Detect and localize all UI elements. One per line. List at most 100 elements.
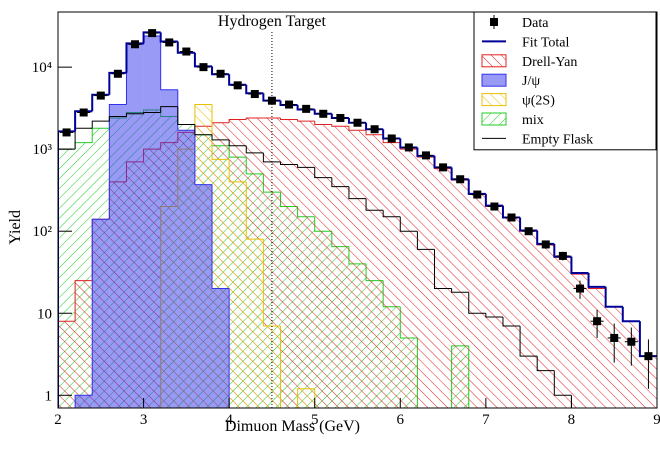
- data-point: [404, 143, 413, 152]
- bin-outline: [143, 111, 161, 114]
- data-point: [182, 47, 191, 56]
- bin: [485, 206, 503, 408]
- bin: [417, 157, 435, 408]
- legend-symbol: [490, 18, 498, 26]
- x-tick-label: 3: [140, 412, 148, 428]
- bin-outline: [245, 181, 264, 240]
- bin: [109, 104, 127, 408]
- legend-label: Data: [522, 16, 549, 31]
- bin: [229, 181, 247, 408]
- bin-outline: [365, 130, 384, 136]
- x-tick-label: 2: [54, 412, 62, 428]
- bin-outline: [228, 288, 230, 408]
- data-point: [319, 109, 328, 118]
- bin-outline: [279, 117, 298, 121]
- bin: [143, 35, 161, 408]
- bin-outline: [587, 272, 606, 288]
- bin-outline: [399, 216, 418, 232]
- bin-outline: [570, 256, 589, 274]
- bin: [571, 274, 589, 408]
- data-point: [456, 175, 465, 184]
- data-point: [336, 113, 345, 122]
- y-axis-label: Yield: [7, 210, 24, 245]
- x-tick-label: 9: [653, 412, 660, 428]
- bin: [263, 325, 281, 408]
- bin-outline: [331, 124, 349, 127]
- bin: [246, 239, 264, 408]
- bin: [194, 184, 213, 408]
- legend-label: ψ(2S): [522, 94, 555, 109]
- bin-outline: [348, 126, 367, 131]
- data-point: [439, 163, 448, 172]
- legend-label: mix: [522, 113, 544, 128]
- bin-outline: [160, 35, 178, 91]
- data-point: [79, 108, 88, 117]
- bin: [520, 231, 538, 408]
- bin: [160, 89, 178, 408]
- bin-outline: [485, 313, 503, 318]
- bin-outline: [416, 231, 435, 250]
- bin-outline: [108, 116, 127, 122]
- bin: [588, 288, 606, 408]
- data-point: [490, 202, 499, 211]
- bin: [126, 44, 144, 408]
- data-point: [285, 100, 294, 109]
- bin-outline: [74, 280, 93, 322]
- bin-outline: [74, 394, 93, 408]
- bin: [468, 194, 486, 408]
- x-tick-label: 7: [482, 412, 490, 428]
- data-point: [148, 29, 157, 38]
- data-point: [113, 69, 122, 78]
- bin-outline: [177, 106, 195, 125]
- bin-outline: [314, 388, 316, 408]
- bin-outline: [108, 104, 127, 220]
- data-point: [387, 134, 396, 143]
- y-tick-label: 10: [37, 306, 52, 322]
- bin: [58, 321, 76, 408]
- bin-outline: [91, 218, 110, 396]
- bin-outline: [297, 388, 315, 408]
- bin-outline: [160, 106, 178, 113]
- data-point: [524, 227, 533, 236]
- bin-outline: [468, 292, 486, 314]
- bin-outline: [245, 117, 264, 120]
- data-point: [575, 284, 584, 293]
- data-point: [302, 104, 311, 113]
- bin-outline: [211, 104, 230, 160]
- bin-outline: [262, 152, 281, 163]
- bin: [383, 142, 401, 408]
- x-tick-label: 5: [311, 412, 319, 428]
- bin: [502, 217, 521, 408]
- data-point: [216, 69, 225, 78]
- bin-outline: [279, 161, 298, 166]
- legend-symbol: [481, 54, 507, 68]
- bin-outline: [297, 164, 315, 168]
- legend-label: J/ψ: [522, 74, 540, 89]
- bin: [297, 388, 315, 408]
- data-point: [507, 213, 516, 222]
- y-tick-label: 10²: [33, 224, 53, 240]
- bin-outline: [177, 89, 195, 131]
- legend-label: Drell-Yan: [522, 55, 577, 70]
- bin-outline: [228, 139, 247, 147]
- plot-area: [58, 29, 657, 408]
- bin-outline: [125, 113, 144, 117]
- bin-outline: [279, 325, 281, 408]
- data-point: [558, 251, 567, 260]
- bin-outline: [331, 177, 349, 188]
- x-axis-label: Dimuon Mass (GeV): [225, 418, 360, 435]
- bin-outline: [314, 121, 332, 125]
- bin: [400, 149, 418, 408]
- bin-outline: [434, 249, 452, 290]
- bin: [537, 244, 555, 408]
- bin: [331, 126, 349, 408]
- bin: [451, 180, 469, 408]
- annotation: Hydrogen Target: [218, 13, 327, 30]
- bin-outline: [502, 317, 521, 327]
- bin: [554, 257, 572, 408]
- bin-outline: [91, 120, 110, 129]
- bin-outline: [58, 320, 76, 408]
- x-tick-label: 6: [397, 412, 405, 428]
